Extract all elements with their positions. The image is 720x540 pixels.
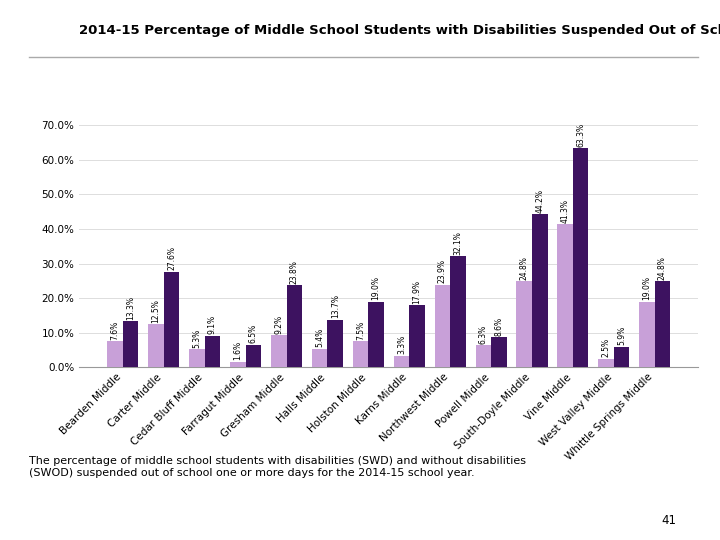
Text: 41.3%: 41.3% [561,199,570,223]
Bar [271,335,287,367]
Bar [654,281,670,367]
Text: 2.5%: 2.5% [601,338,611,357]
Bar [204,336,220,367]
Text: 6.5%: 6.5% [249,324,258,343]
Text: 63.3%: 63.3% [576,123,585,147]
Bar [639,301,654,367]
Text: 13.3%: 13.3% [126,296,135,320]
Bar [148,324,163,367]
Bar [435,285,450,367]
Text: 24.8%: 24.8% [520,256,528,280]
Bar [491,338,507,367]
Text: 8.6%: 8.6% [495,317,503,336]
Text: 12.5%: 12.5% [151,299,161,322]
Bar [409,305,425,367]
Text: The percentage of middle school students with disabilities (SWD) and without dis: The percentage of middle school students… [29,456,526,478]
Bar [613,347,629,367]
Text: 2014-15 Percentage of Middle School Students with Disabilities Suspended Out of : 2014-15 Percentage of Middle School Stud… [79,24,720,37]
Text: 23.9%: 23.9% [438,259,447,283]
Bar [516,281,532,367]
Text: 3.3%: 3.3% [397,335,406,354]
Text: 19.0%: 19.0% [372,276,381,300]
Bar [450,256,466,367]
Bar [246,345,261,367]
Bar [369,301,384,367]
Text: 44.2%: 44.2% [535,189,544,213]
Text: 5.3%: 5.3% [192,328,202,348]
Bar [475,346,491,367]
Text: 9.1%: 9.1% [208,315,217,334]
Text: 27.6%: 27.6% [167,246,176,271]
Text: 7.5%: 7.5% [356,321,365,340]
Bar [394,356,409,367]
Bar [532,214,547,367]
Text: 41: 41 [662,514,677,526]
Text: 5.4%: 5.4% [315,328,324,347]
Text: 1.6%: 1.6% [233,341,243,360]
Bar [312,348,328,367]
Text: 32.1%: 32.1% [454,231,462,255]
Text: 7.6%: 7.6% [111,320,120,340]
Text: 6.3%: 6.3% [479,325,488,344]
Bar [328,320,343,367]
Text: 9.2%: 9.2% [274,315,283,334]
Bar [573,148,588,367]
Bar [163,272,179,367]
Text: 19.0%: 19.0% [642,276,652,300]
Bar [557,225,573,367]
Bar [230,362,246,367]
Text: 24.8%: 24.8% [658,256,667,280]
Text: 17.9%: 17.9% [413,280,421,304]
Bar [353,341,369,367]
Bar [598,359,614,367]
Bar [287,285,302,367]
Text: 13.7%: 13.7% [330,294,340,319]
Bar [123,321,138,367]
Bar [107,341,123,367]
Text: 23.8%: 23.8% [289,260,299,284]
Bar [189,349,204,367]
Text: 5.9%: 5.9% [617,326,626,346]
